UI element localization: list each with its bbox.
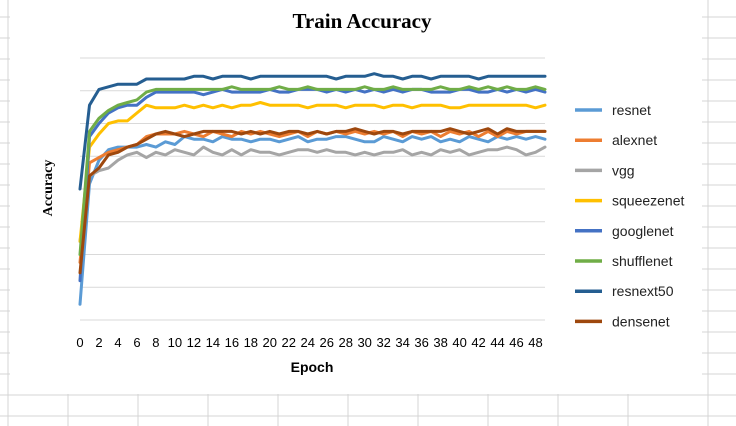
x-tick-label: 46 [509, 335, 523, 350]
x-tick-label: 34 [395, 335, 409, 350]
series-line-squeezenet [78, 101, 547, 243]
x-tick-label: 0 [76, 335, 83, 350]
x-tick-label: 12 [187, 335, 201, 350]
x-axis-label: Epoch [291, 359, 334, 375]
x-tick-label: 24 [301, 335, 315, 350]
x-tick-label: 2 [95, 335, 102, 350]
x-tick-label: 4 [114, 335, 121, 350]
x-tick-label: 40 [452, 335, 466, 350]
x-tick-label: 8 [152, 335, 159, 350]
y-axis-label: Accuracy [41, 160, 56, 217]
legend-label-squeezenet: squeezenet [612, 193, 685, 209]
legend-label-resnext50: resnext50 [612, 283, 674, 299]
x-tick-label: 36 [414, 335, 428, 350]
series-line-vgg [78, 145, 547, 243]
x-tick-label: 30 [357, 335, 371, 350]
chart-area [10, 0, 702, 394]
legend-label-resnet: resnet [612, 102, 651, 118]
x-tick-label: 6 [133, 335, 140, 350]
x-tick-label: 14 [206, 335, 220, 350]
x-tick-label: 18 [244, 335, 258, 350]
x-tick-label: 48 [528, 335, 542, 350]
plot-gridlines [80, 57, 545, 321]
x-tick-label: 10 [168, 335, 182, 350]
legend: resnet alexnet vgg squeezenet googlenet shuff… [575, 102, 685, 329]
x-tick-label: 38 [433, 335, 447, 350]
legend-label-vgg: vgg [612, 162, 635, 178]
x-tick-label: 44 [490, 335, 504, 350]
x-tick-label: 26 [320, 335, 334, 350]
x-tick-label: 32 [376, 335, 390, 350]
x-tick-label: 28 [338, 335, 352, 350]
series-lines [78, 72, 547, 306]
legend-label-googlenet: googlenet [612, 223, 674, 239]
series-line-resnext50 [78, 72, 547, 191]
x-tick-label: 16 [225, 335, 239, 350]
chart-title: Train Accuracy [292, 9, 432, 33]
legend-label-alexnet: alexnet [612, 132, 657, 148]
legend-label-densenet: densenet [612, 313, 670, 329]
series-line-shufflenet [78, 85, 547, 256]
x-tick-label: 22 [282, 335, 296, 350]
x-axis-ticks: 0 2 4 6 8 10 12 14 16 18 20 22 24 26 28 30 32 34 36 38 40 42 4… [76, 335, 542, 350]
x-tick-label: 20 [263, 335, 277, 350]
x-tick-label: 42 [471, 335, 485, 350]
legend-label-shufflenet: shufflenet [612, 253, 673, 269]
series-line-resnet [78, 135, 547, 306]
series-line-densenet [78, 127, 547, 275]
